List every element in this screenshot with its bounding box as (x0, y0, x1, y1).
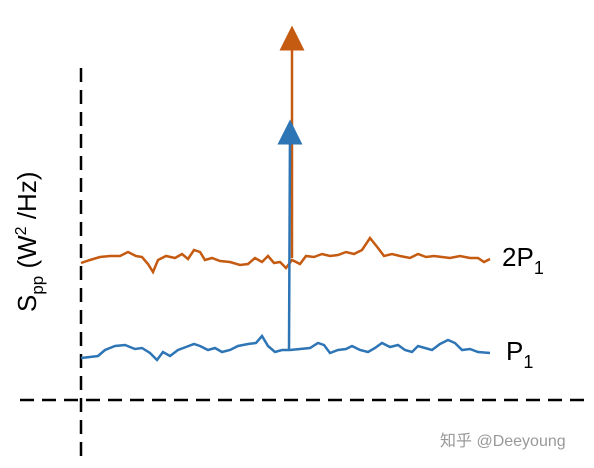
noise-curve-2p1 (80, 235, 491, 275)
curve-label-subscript: 1 (534, 258, 544, 278)
curve-label-main: P (506, 336, 523, 366)
axis-unit: (W (12, 235, 42, 276)
curve-label: P1 (506, 336, 533, 372)
curve-label: 2P1 (502, 242, 544, 278)
axis-unit: /Hz) (12, 172, 42, 227)
y-axis-label: Spp (W2 /Hz) (12, 172, 47, 312)
curve-label-subscript: 1 (523, 352, 533, 372)
curve-label-main: 2P (502, 242, 534, 272)
noise-curve-p1 (80, 333, 491, 362)
spike-arrow-p1 (277, 119, 303, 351)
axis-subscript: pp (28, 276, 47, 295)
watermark: 知乎 @Deeyoung (440, 432, 566, 450)
axis-superscript: 2 (13, 226, 30, 235)
axis-symbol: S (12, 295, 42, 312)
